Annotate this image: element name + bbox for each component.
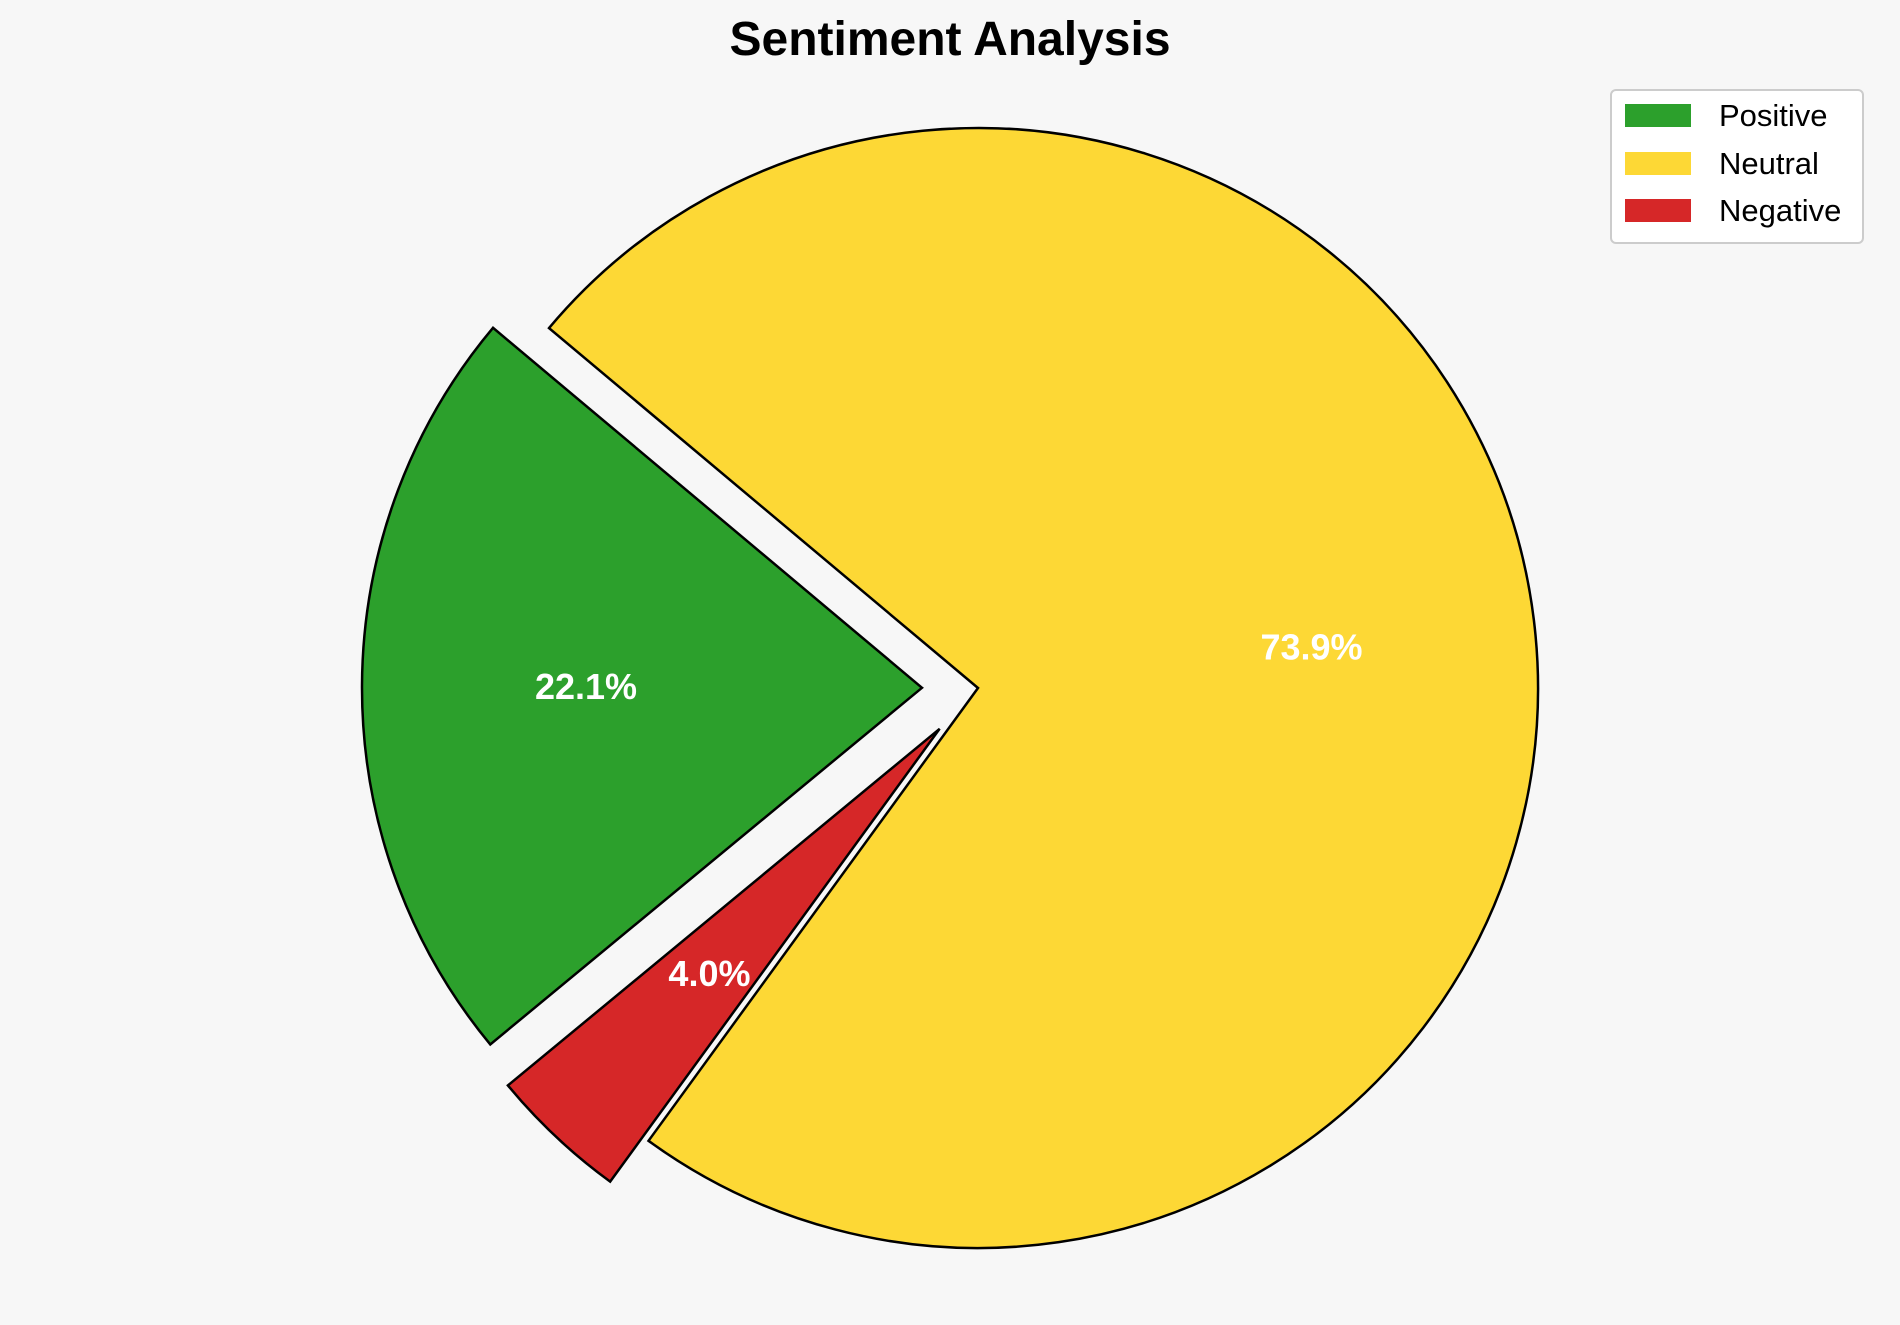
pie-label-neutral: 73.9% xyxy=(1260,627,1362,668)
pie-slices xyxy=(360,126,1540,1250)
legend-swatch-positive xyxy=(1625,104,1691,127)
chart-title: Sentiment Analysis xyxy=(729,13,1170,66)
pie-label-positive: 22.1% xyxy=(535,666,637,707)
legend-label-neutral: Neutral xyxy=(1719,146,1819,181)
pie-slice-positive xyxy=(360,326,924,1047)
pie-slice-neutral xyxy=(547,126,1540,1250)
legend-swatch-neutral xyxy=(1625,152,1691,175)
legend-label-negative: Negative xyxy=(1719,193,1841,228)
pie-label-negative: 4.0% xyxy=(668,953,750,994)
pie-slice-labels: 22.1% 4.0% 73.9% xyxy=(535,627,1363,994)
legend-swatch-negative xyxy=(1625,199,1691,222)
pie-slice-negative xyxy=(506,727,941,1184)
legend-label-positive: Positive xyxy=(1719,98,1828,133)
legend: Positive Neutral Negative xyxy=(1610,89,1864,244)
